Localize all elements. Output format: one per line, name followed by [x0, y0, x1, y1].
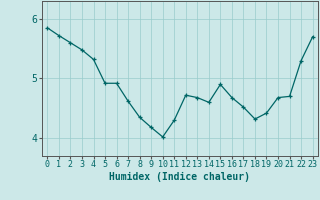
X-axis label: Humidex (Indice chaleur): Humidex (Indice chaleur) [109, 172, 251, 182]
